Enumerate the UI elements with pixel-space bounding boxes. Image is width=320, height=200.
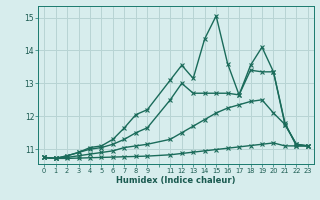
X-axis label: Humidex (Indice chaleur): Humidex (Indice chaleur) — [116, 176, 236, 185]
